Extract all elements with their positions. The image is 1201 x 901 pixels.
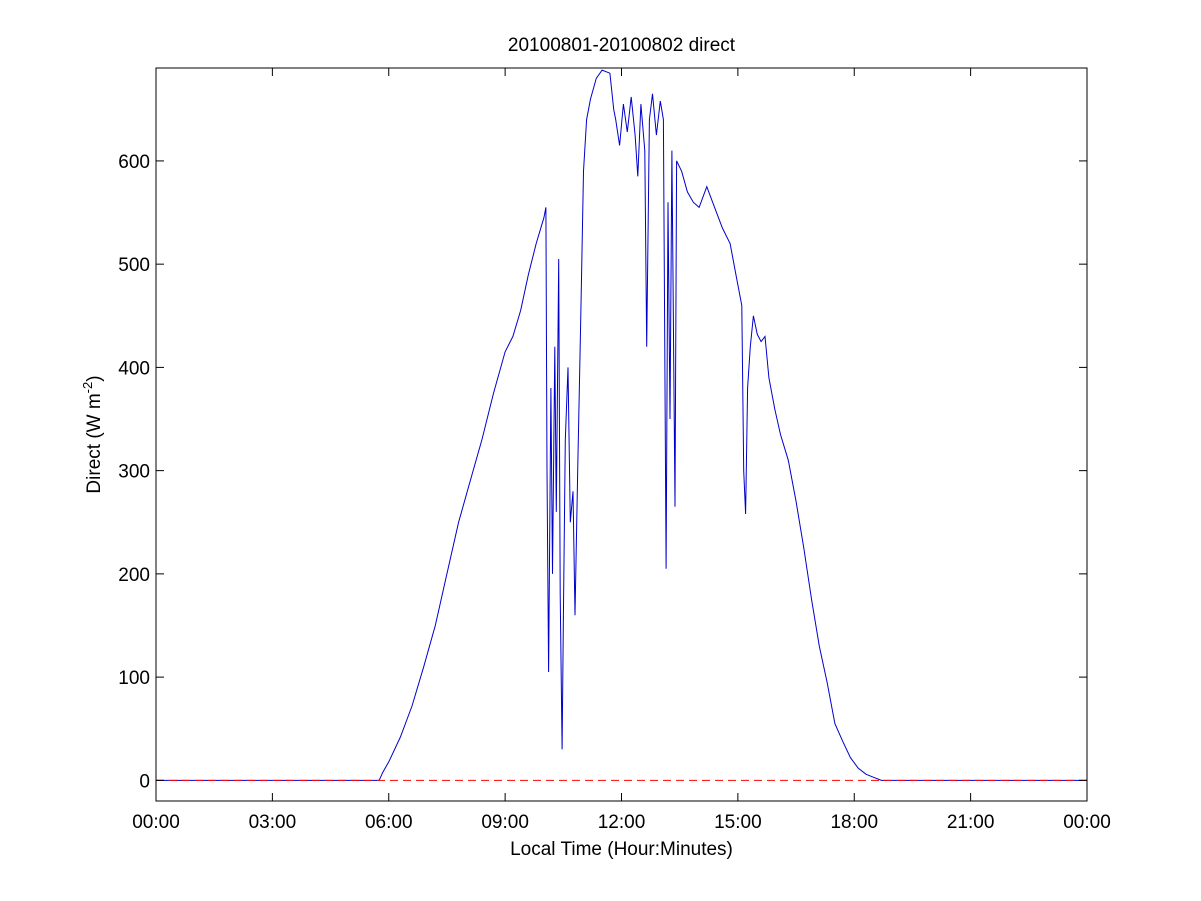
y-axis-label-close: ) [84, 375, 105, 381]
y-axis-label: Direct (W m-2) [80, 375, 105, 493]
y-tick-label: 500 [118, 255, 150, 276]
x-tick-label: 15:00 [714, 812, 762, 833]
direct-irradiance-line [156, 69, 1087, 781]
series-layer [156, 69, 1087, 781]
x-tick-label: 03:00 [249, 812, 297, 833]
y-tick-label: 600 [118, 152, 150, 173]
chart-title: 20100801-20100802 direct [508, 35, 736, 56]
y-tick-label: 100 [118, 668, 150, 689]
y-tick-label: 400 [118, 358, 150, 379]
x-tick-label: 18:00 [830, 812, 878, 833]
y-tick-label: 200 [118, 565, 150, 586]
y-tick-label: 0 [139, 771, 150, 792]
x-tick-label: 06:00 [365, 812, 413, 833]
y-tick-label: 300 [118, 462, 150, 483]
x-axis-label: Local Time (Hour:Minutes) [510, 839, 733, 860]
y-axis-label-superscript: -2 [80, 382, 95, 394]
x-tick-label: 09:00 [481, 812, 529, 833]
y-axis-label-main: Direct (W m [84, 393, 105, 493]
x-tick-label: 00:00 [1063, 812, 1111, 833]
x-axis: 00:00 03:00 06:00 09:00 12:00 15:00 18:00 21:00… [132, 68, 1111, 833]
y-axis: 0 100 200 300 400 500 600 [118, 152, 1087, 792]
x-tick-label: 00:00 [132, 812, 180, 833]
plot-area [156, 68, 1087, 801]
x-tick-label: 12:00 [598, 812, 646, 833]
x-tick-label: 21:00 [947, 812, 995, 833]
